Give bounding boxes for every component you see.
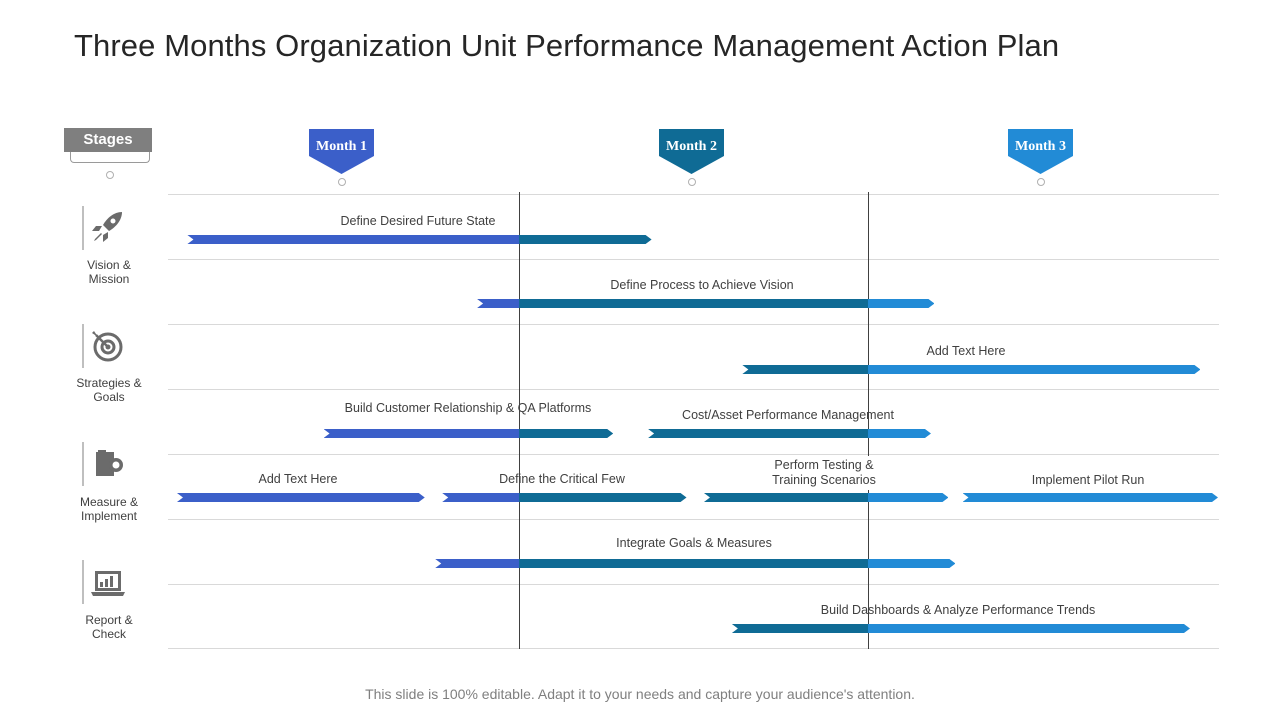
grid-line — [168, 519, 1219, 520]
task-label: Implement Pilot Run — [1031, 473, 1145, 487]
task-bar — [742, 365, 1200, 374]
rocket-icon — [92, 212, 122, 242]
task-bar — [324, 429, 614, 438]
task-label: Define Desired Future State — [340, 214, 496, 228]
task-bar-month-2-segment — [704, 493, 868, 502]
stages-pin — [106, 171, 114, 179]
task-bar — [477, 299, 934, 308]
month-3-marker: Month 3 — [1008, 129, 1073, 174]
task-bar — [435, 559, 955, 568]
task-bar — [704, 493, 949, 502]
grid-line — [168, 454, 1219, 455]
month-3-label: Month 3 — [1015, 139, 1066, 154]
laptop-chart-icon — [91, 571, 125, 596]
task-bar-month-3-segment — [868, 365, 1201, 374]
month-1-label: Month 1 — [316, 139, 367, 154]
stage-divider — [82, 560, 84, 604]
task-bar-month-3-segment — [868, 493, 949, 502]
task-bar — [963, 493, 1219, 502]
task-label: Define the Critical Few — [499, 472, 625, 486]
stages-bracket — [70, 152, 150, 163]
target-icon — [92, 331, 123, 362]
task-bar-month-1-segment — [187, 235, 519, 244]
task-bar-month-3-segment — [963, 493, 1219, 502]
month-2-end-divider — [868, 192, 869, 649]
month-2-label: Month 2 — [666, 139, 717, 154]
task-bar — [732, 624, 1190, 633]
grid-line — [168, 259, 1219, 260]
task-bar-month-3-segment — [868, 559, 956, 568]
task-bar-month-1-segment — [435, 559, 519, 568]
stage-label-vision-mission: Vision & Mission — [87, 258, 131, 286]
task-bar — [648, 429, 931, 438]
stage-divider — [82, 324, 84, 368]
task-bar-month-2-segment — [519, 493, 687, 502]
stage-label-measure-implement: Measure & Implement — [79, 495, 139, 523]
task-bar-month-1-segment — [442, 493, 519, 502]
task-bar-month-3-segment — [868, 624, 1190, 633]
stage-label-strategies-goals: Strategies & Goals — [76, 376, 142, 404]
stage-divider — [82, 206, 84, 250]
grid-line — [168, 324, 1219, 325]
month-2-pin — [688, 178, 696, 186]
task-bar-month-2-segment — [519, 299, 868, 308]
scroll-icon — [96, 450, 123, 476]
task-label: Build Customer Relationship & QA Platfor… — [344, 401, 592, 415]
task-bar-month-2-segment — [742, 365, 868, 374]
task-bar — [177, 493, 425, 502]
task-label: Integrate Goals & Measures — [616, 536, 772, 550]
task-label: Add Text Here — [258, 472, 338, 486]
task-bar — [442, 493, 686, 502]
task-bar-month-2-segment — [519, 429, 613, 438]
stage-divider — [82, 442, 84, 486]
task-bar-month-1-segment — [177, 493, 425, 502]
task-bar-month-2-segment — [519, 559, 868, 568]
task-label: Build Dashboards & Analyze Performance T… — [820, 603, 1096, 617]
month-2-marker: Month 2 — [659, 129, 724, 174]
grid-line — [168, 584, 1219, 585]
month-1-end-divider — [519, 192, 520, 649]
grid-line — [168, 389, 1219, 390]
task-bar-month-3-segment — [868, 299, 935, 308]
task-label: Perform Testing & Training Scenarios — [744, 456, 904, 490]
task-bar-month-2-segment — [648, 429, 868, 438]
task-label: Add Text Here — [926, 344, 1006, 358]
footer-note: This slide is 100% editable. Adapt it to… — [365, 686, 915, 702]
slide-title: Three Months Organization Unit Performan… — [74, 28, 1060, 63]
task-bar — [187, 235, 651, 244]
task-bar-month-1-segment — [324, 429, 519, 438]
grid-line — [168, 648, 1219, 649]
task-bar-month-3-segment — [868, 429, 931, 438]
month-1-marker: Month 1 — [309, 129, 374, 174]
grid-line — [168, 194, 1219, 195]
task-label: Define Process to Achieve Vision — [610, 278, 794, 292]
month-3-pin — [1037, 178, 1045, 186]
task-bar-month-2-segment — [732, 624, 868, 633]
month-1-pin — [338, 178, 346, 186]
task-label: Cost/Asset Performance Management — [682, 408, 894, 422]
stage-label-report-check: Report & Check — [85, 613, 133, 641]
task-bar-month-2-segment — [519, 235, 652, 244]
task-bar-month-1-segment — [477, 299, 519, 308]
stages-header: Stages — [64, 128, 152, 152]
